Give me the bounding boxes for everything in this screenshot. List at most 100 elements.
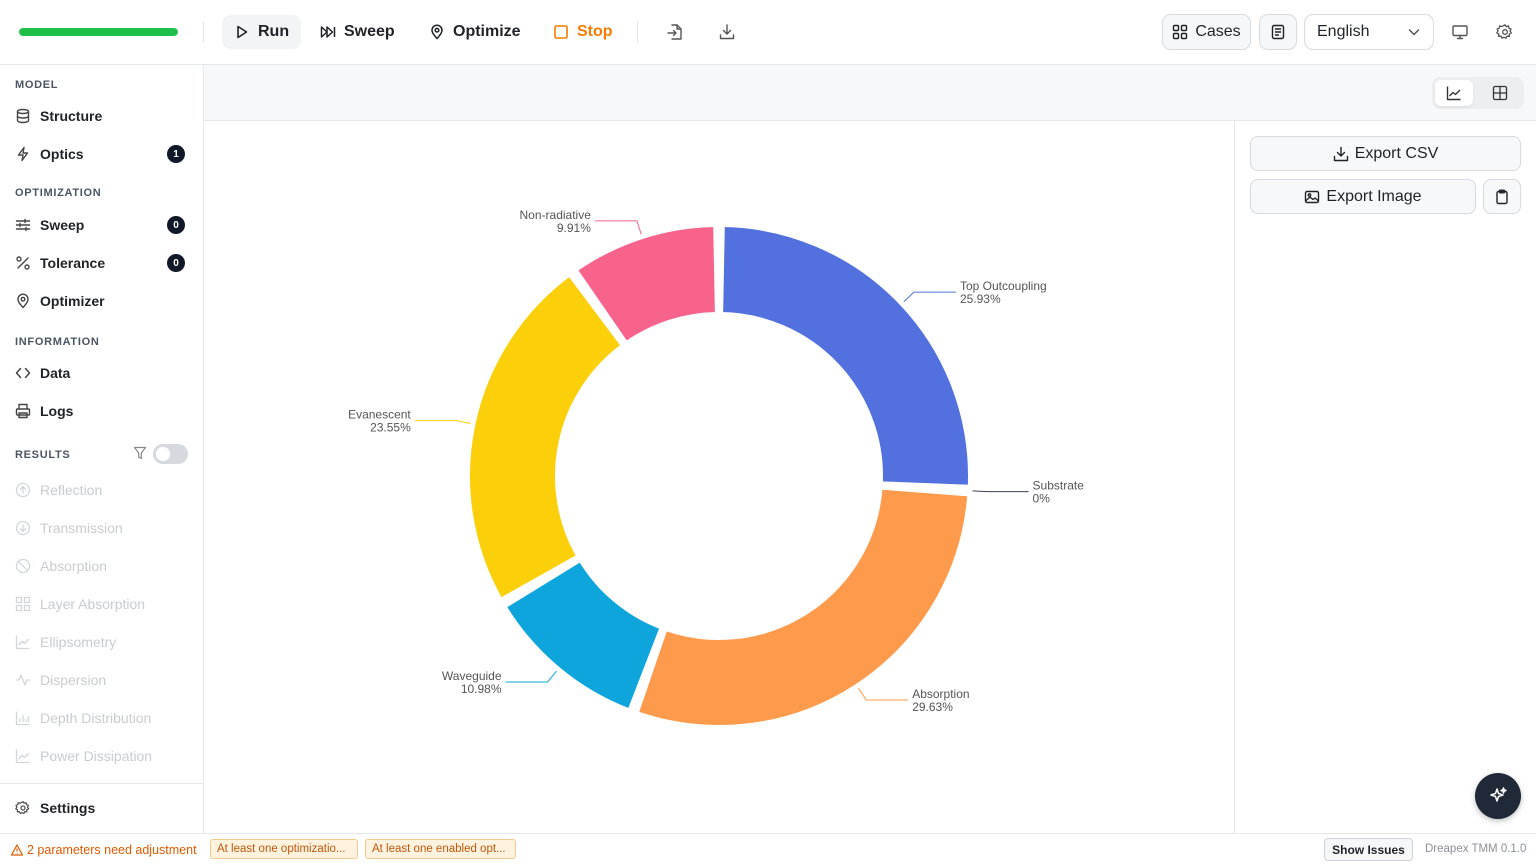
sidebar-item-power-dissipation[interactable]: Power Dissipation bbox=[15, 743, 187, 769]
download-icon bbox=[719, 24, 735, 40]
version-label: Dreapex TMM 0.1.0 bbox=[1425, 843, 1527, 855]
stop-button[interactable]: Stop bbox=[541, 15, 625, 49]
sidebar-item-label: Structure bbox=[40, 108, 103, 124]
pie-slice-waveguide[interactable] bbox=[504, 560, 662, 711]
issue-chip[interactable]: At least one optimizatio... bbox=[210, 839, 358, 859]
copy-image-button[interactable] bbox=[1483, 179, 1521, 214]
run-label: Run bbox=[258, 23, 290, 40]
toolbar-divider bbox=[637, 22, 638, 42]
bar-chart-icon bbox=[15, 711, 30, 726]
sidebar-item-settings[interactable]: Settings bbox=[15, 795, 187, 821]
sidebar-item-label: Data bbox=[40, 365, 71, 381]
filter-icon[interactable] bbox=[133, 446, 147, 460]
grid-icon bbox=[1173, 24, 1188, 40]
sidebar-item-label: Layer Absorption bbox=[40, 596, 146, 612]
export-image-label: Export Image bbox=[1326, 187, 1422, 205]
table-view-button[interactable] bbox=[1481, 80, 1519, 106]
import-button[interactable] bbox=[664, 21, 686, 43]
pie-label-name: Substrate bbox=[1033, 479, 1085, 493]
export-image-button[interactable]: Export Image bbox=[1250, 179, 1476, 214]
sidebar-item-transmission[interactable]: Transmission bbox=[15, 515, 187, 541]
export-csv-label: Export CSV bbox=[1354, 144, 1439, 162]
sidebar-item-absorption[interactable]: Absorption bbox=[15, 553, 187, 579]
sidebar-item-logs[interactable]: Logs bbox=[15, 398, 187, 424]
sidebar: MODEL Structure Optics 1 OPTIMIZATION Sw… bbox=[0, 65, 204, 833]
sidebar-item-label: Ellipsometry bbox=[40, 634, 117, 650]
issue-chip[interactable]: At least one enabled opt... bbox=[365, 839, 516, 859]
sidebar-divider bbox=[0, 783, 203, 784]
gear-icon bbox=[15, 800, 30, 815]
ai-assistant-button[interactable] bbox=[1475, 773, 1521, 819]
sidebar-item-structure[interactable]: Structure bbox=[15, 103, 187, 129]
top-toolbar: Run Sweep Optimize Stop Cases English bbox=[0, 0, 1536, 65]
file-import-icon bbox=[667, 24, 682, 40]
sidebar-item-depth-distribution[interactable]: Depth Distribution bbox=[15, 705, 187, 731]
parameter-warning-text: 2 parameters need adjustment bbox=[27, 843, 197, 857]
show-issues-button[interactable]: Show Issues bbox=[1324, 838, 1413, 861]
line-chart-icon bbox=[15, 749, 30, 764]
parameter-warning[interactable]: 2 parameters need adjustment bbox=[11, 843, 197, 857]
printer-icon bbox=[15, 403, 31, 419]
status-bar: 2 parameters need adjustment At least on… bbox=[0, 833, 1536, 864]
stop-label: Stop bbox=[577, 23, 613, 40]
sidebar-item-label: Settings bbox=[40, 800, 96, 816]
sidebar-item-tolerance[interactable]: Tolerance 0 bbox=[15, 250, 187, 276]
pie-slice-evanescent[interactable] bbox=[468, 274, 623, 600]
results-filter-toggle[interactable] bbox=[153, 444, 188, 464]
sweep-button[interactable]: Sweep bbox=[308, 15, 407, 49]
language-select[interactable]: English bbox=[1304, 14, 1434, 50]
pie-leader-line bbox=[858, 687, 909, 701]
pie-leader-line bbox=[505, 670, 557, 683]
sidebar-item-sweep[interactable]: Sweep 0 bbox=[15, 212, 187, 238]
display-button[interactable] bbox=[1449, 21, 1471, 43]
toggle-knob bbox=[156, 447, 170, 461]
pie-label-name: Top Outcoupling bbox=[960, 279, 1047, 293]
sliders-icon bbox=[15, 218, 31, 232]
clipboard-icon bbox=[1496, 189, 1508, 204]
image-icon bbox=[1305, 190, 1320, 203]
sidebar-item-layer-absorption[interactable]: Layer Absorption bbox=[15, 591, 187, 617]
code-icon bbox=[15, 367, 31, 379]
pie-label-name: Absorption bbox=[912, 687, 969, 701]
pie-slice-non-radiative[interactable] bbox=[576, 225, 717, 343]
export-csv-button[interactable]: Export CSV bbox=[1250, 136, 1521, 171]
map-pin-icon bbox=[431, 24, 443, 40]
sidebar-item-label: Logs bbox=[40, 403, 74, 419]
download-button[interactable] bbox=[716, 21, 738, 43]
download-icon bbox=[1333, 146, 1348, 161]
sidebar-item-optimizer[interactable]: Optimizer bbox=[15, 288, 187, 314]
export-panel: Export CSV Export Image bbox=[1234, 121, 1536, 833]
pie-label-value: 29.63% bbox=[912, 700, 953, 714]
warning-icon bbox=[11, 844, 23, 856]
pie-slice-absorption[interactable] bbox=[636, 487, 970, 727]
settings-gear-button[interactable] bbox=[1494, 21, 1516, 43]
table-icon bbox=[1492, 85, 1508, 101]
optimize-label: Optimize bbox=[453, 23, 521, 40]
sidebar-item-reflection[interactable]: Reflection bbox=[15, 477, 187, 503]
notes-button[interactable] bbox=[1259, 14, 1297, 50]
pie-label-value: 25.93% bbox=[960, 292, 1001, 306]
progress-bar-fill bbox=[19, 28, 178, 36]
view-switch bbox=[1432, 77, 1524, 109]
sidebar-item-data[interactable]: Data bbox=[15, 360, 187, 386]
cases-button[interactable]: Cases bbox=[1162, 14, 1251, 50]
pie-slice-top-outcoupling[interactable] bbox=[721, 225, 970, 487]
pie-leader-line bbox=[972, 490, 1029, 493]
chart-area: Top Outcoupling 25.93% Substrate 0% Absorpti… bbox=[204, 121, 1234, 833]
sidebar-item-label: Optics bbox=[40, 146, 84, 162]
chart-view-button[interactable] bbox=[1435, 80, 1473, 106]
count-badge: 1 bbox=[167, 145, 185, 163]
run-button[interactable]: Run bbox=[222, 15, 302, 49]
stop-square-icon bbox=[554, 25, 568, 39]
line-chart-icon bbox=[1446, 86, 1461, 101]
sidebar-item-label: Absorption bbox=[40, 558, 107, 574]
sidebar-item-optics[interactable]: Optics 1 bbox=[15, 141, 187, 167]
pie-label-name: Non-radiative bbox=[520, 208, 592, 222]
optimize-button[interactable]: Optimize bbox=[417, 15, 533, 49]
sidebar-item-label: Transmission bbox=[40, 520, 123, 536]
sidebar-item-ellipsometry[interactable]: Ellipsometry bbox=[15, 629, 187, 655]
ban-icon bbox=[15, 558, 31, 574]
database-icon bbox=[16, 108, 30, 124]
sidebar-item-dispersion[interactable]: Dispersion bbox=[15, 667, 187, 693]
pie-label-value: 0% bbox=[1033, 492, 1051, 506]
